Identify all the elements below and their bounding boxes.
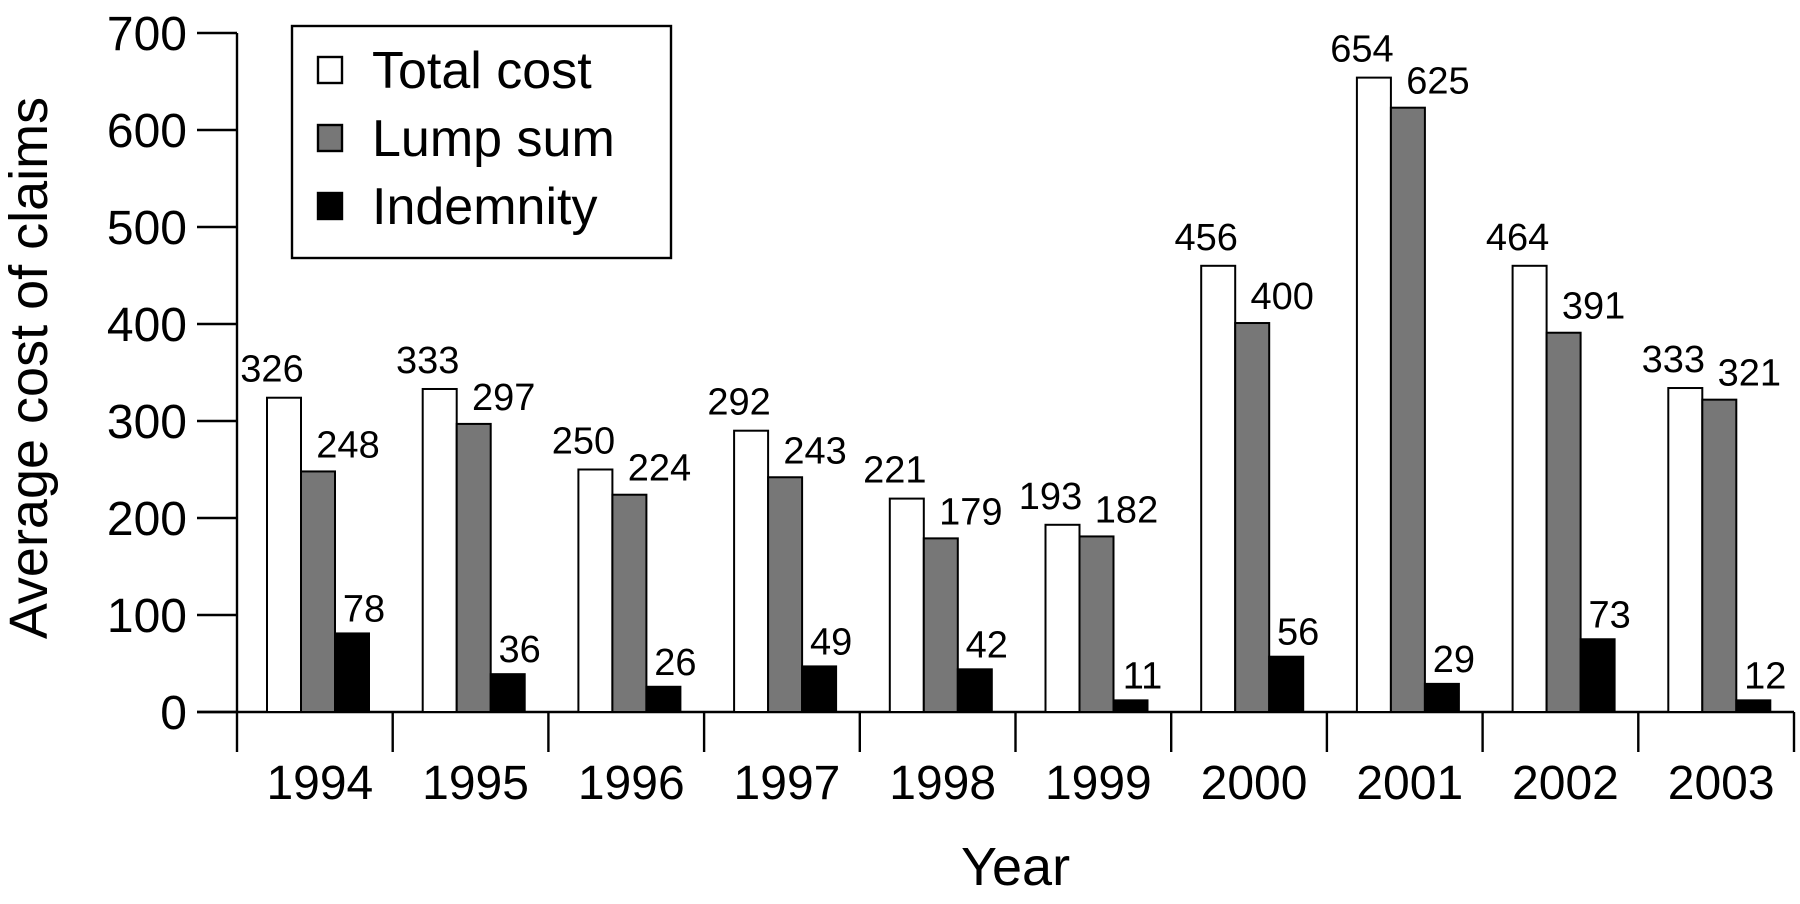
x-tick-label: 1994 bbox=[266, 757, 373, 810]
bar-total-cost bbox=[1200, 264, 1237, 713]
y-tick-label: 400 bbox=[107, 299, 187, 352]
data-label-lump-sum: 297 bbox=[472, 377, 535, 419]
data-label-total-cost: 333 bbox=[1642, 339, 1705, 381]
bar-indemnity bbox=[334, 632, 370, 713]
x-tick-label: 1997 bbox=[734, 757, 841, 810]
data-label-total-cost: 464 bbox=[1486, 217, 1549, 259]
bar-indemnity bbox=[801, 665, 838, 713]
data-label-total-cost: 654 bbox=[1330, 29, 1393, 71]
y-axis-title: Average cost of claims bbox=[0, 97, 59, 639]
data-label-lump-sum: 625 bbox=[1406, 61, 1469, 103]
data-label-indemnity: 26 bbox=[654, 642, 696, 684]
bar-total-cost bbox=[421, 387, 458, 713]
bar-total-cost bbox=[1511, 264, 1548, 713]
data-label-total-cost: 221 bbox=[863, 450, 926, 492]
legend-swatch-total-cost bbox=[316, 55, 344, 85]
y-tick-label: 500 bbox=[107, 202, 187, 255]
x-tick-label: 2001 bbox=[1356, 757, 1463, 810]
y-tick-label: 100 bbox=[107, 590, 187, 643]
x-tick-label: 2002 bbox=[1512, 757, 1619, 810]
legend-swatch-indemnity bbox=[316, 191, 344, 221]
y-ticks: 0 100 200 300 400 500 600 700 bbox=[107, 8, 237, 740]
bars bbox=[266, 76, 1772, 714]
y-tick-label: 600 bbox=[107, 105, 187, 158]
x-tick-label: 2000 bbox=[1201, 757, 1308, 810]
bar-lump-sum bbox=[1078, 535, 1115, 713]
data-label-indemnity: 29 bbox=[1433, 639, 1475, 681]
y-tick-label: 700 bbox=[107, 8, 187, 61]
bar-lump-sum bbox=[300, 470, 336, 713]
bar-indemnity bbox=[1579, 638, 1616, 713]
bar-indemnity bbox=[1268, 655, 1305, 714]
bar-lump-sum bbox=[1701, 398, 1738, 713]
bar-indemnity bbox=[956, 668, 993, 714]
x-tick-label: 1999 bbox=[1045, 757, 1152, 810]
legend-items: Total cost Lump sum Indemnity bbox=[316, 42, 615, 236]
legend-label-indemnity: Indemnity bbox=[372, 178, 597, 236]
data-label-lump-sum: 321 bbox=[1718, 353, 1781, 395]
data-label-lump-sum: 400 bbox=[1250, 276, 1313, 318]
x-tick-label: 1995 bbox=[422, 757, 529, 810]
data-label-total-cost: 333 bbox=[396, 340, 459, 382]
data-label-indemnity: 73 bbox=[1588, 594, 1630, 636]
data-label-total-cost: 326 bbox=[240, 349, 303, 391]
data-label-lump-sum: 179 bbox=[939, 491, 1002, 533]
bar-indemnity bbox=[1423, 682, 1460, 713]
data-label-indemnity: 36 bbox=[499, 629, 541, 671]
bar-total-cost bbox=[266, 396, 302, 713]
bar-lump-sum bbox=[455, 422, 492, 713]
x-ticks: 1994 1995 1996 1997 1998 1999 2000 2001 2002 2003 bbox=[235, 712, 1796, 810]
data-label-indemnity: 42 bbox=[966, 624, 1008, 666]
data-label-total-cost: 456 bbox=[1174, 217, 1237, 259]
data-label-lump-sum: 224 bbox=[628, 448, 691, 490]
data-label-lump-sum: 243 bbox=[783, 430, 846, 472]
data-label-indemnity: 78 bbox=[343, 588, 385, 630]
legend-label-lump-sum: Lump sum bbox=[372, 110, 615, 168]
x-tick-label: 1996 bbox=[578, 757, 685, 810]
data-label-indemnity: 56 bbox=[1277, 612, 1319, 654]
data-label-lump-sum: 391 bbox=[1562, 286, 1625, 328]
data-label-total-cost: 193 bbox=[1019, 476, 1082, 518]
bar-lump-sum bbox=[922, 537, 959, 713]
bar-lump-sum bbox=[1234, 322, 1271, 713]
data-labels: 326 333 250 292 221 193 456 654 464 333 248 297 224 2… bbox=[240, 29, 1786, 698]
legend-swatch-lump-sum bbox=[316, 123, 344, 153]
x-axis-title: Year bbox=[961, 837, 1070, 897]
bar-indemnity bbox=[1112, 699, 1149, 713]
x-tick-label: 2003 bbox=[1668, 757, 1775, 810]
bar-indemnity bbox=[645, 685, 682, 714]
data-label-indemnity: 12 bbox=[1744, 655, 1786, 697]
legend: Total cost Lump sum Indemnity bbox=[290, 24, 673, 260]
y-tick-label: 200 bbox=[107, 493, 187, 546]
bar-lump-sum bbox=[611, 493, 648, 713]
y-tick-label: 300 bbox=[107, 396, 187, 449]
bar-total-cost bbox=[577, 468, 614, 713]
y-tick-label: 0 bbox=[160, 687, 187, 740]
bar-lump-sum bbox=[767, 476, 804, 714]
bar-lump-sum bbox=[1389, 106, 1426, 713]
bar-total-cost bbox=[888, 497, 925, 713]
data-label-total-cost: 292 bbox=[707, 382, 770, 424]
data-label-lump-sum: 248 bbox=[316, 424, 379, 466]
bar-indemnity bbox=[489, 673, 526, 713]
legend-label-total-cost: Total cost bbox=[372, 42, 592, 100]
bar-total-cost bbox=[1667, 387, 1704, 713]
legend-box bbox=[290, 24, 673, 260]
bar-total-cost bbox=[733, 429, 770, 713]
data-label-indemnity: 49 bbox=[810, 621, 852, 663]
data-label-lump-sum: 182 bbox=[1095, 489, 1158, 531]
bar-indemnity bbox=[1735, 699, 1772, 713]
bar-total-cost bbox=[1355, 76, 1392, 714]
bar-total-cost bbox=[1044, 523, 1081, 713]
x-tick-label: 1998 bbox=[889, 757, 996, 810]
bar-lump-sum bbox=[1545, 331, 1582, 713]
data-label-total-cost: 250 bbox=[552, 421, 615, 463]
data-label-indemnity: 11 bbox=[1123, 655, 1162, 697]
